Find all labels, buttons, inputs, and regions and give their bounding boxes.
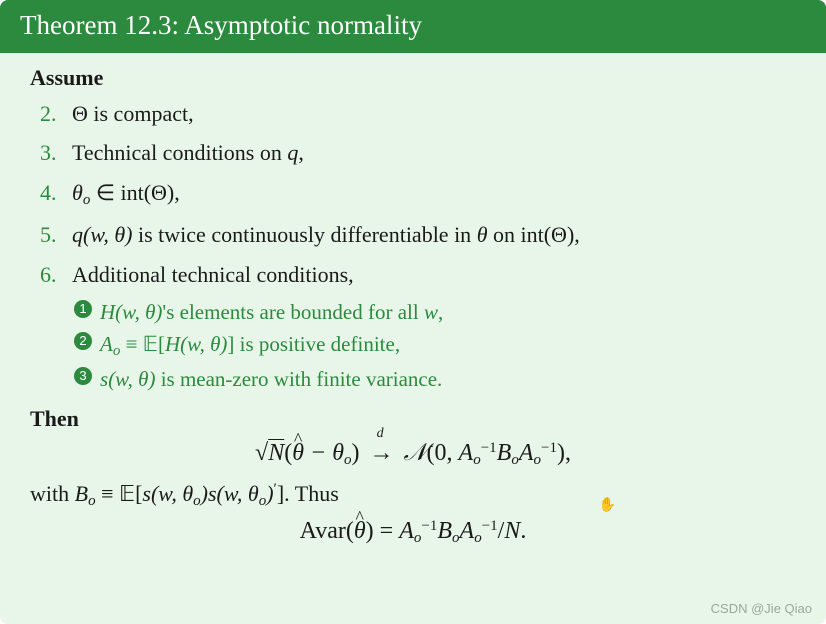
then-label: Then bbox=[30, 404, 796, 434]
theorem-body: Assume Θ is compact, Technical condition… bbox=[0, 53, 826, 566]
theorem-title: Theorem 12.3: Asymptotic normality bbox=[20, 10, 422, 40]
item-2: Θ is compact, bbox=[72, 99, 796, 129]
assumption-list: Θ is compact, Technical conditions on q,… bbox=[30, 99, 796, 394]
equation-2: Avar(θ) = Ao−1BoAo−1/N. bbox=[30, 515, 796, 548]
sub-2: Ao ≡ 𝔼[H(w, θ)] is positive definite, bbox=[100, 330, 796, 361]
sub-3: s(w, θ) is mean-zero with finite varianc… bbox=[100, 365, 796, 393]
assume-label: Assume bbox=[30, 63, 796, 93]
sub-1: H(w, θ)'s elements are bounded for all w… bbox=[100, 298, 796, 326]
item-6: Additional technical conditions, H(w, θ)… bbox=[72, 260, 796, 394]
equation-1: √N(θ − θo) d→ 𝒩(0, Ao−1BoAo−1), bbox=[30, 437, 796, 470]
theorem-header: Theorem 12.3: Asymptotic normality bbox=[0, 0, 826, 53]
cursor-icon: ✋ bbox=[599, 497, 616, 514]
item-3: Technical conditions on q, bbox=[72, 138, 796, 168]
item-4: θo ∈ int(Θ), bbox=[72, 178, 796, 210]
item-5: q(w, θ) is twice continuously differenti… bbox=[72, 220, 796, 250]
with-line: with Bo ≡ 𝔼[s(w, θo)s(w, θo)′]. Thus bbox=[30, 479, 796, 511]
theorem-box: Theorem 12.3: Asymptotic normality Assum… bbox=[0, 0, 826, 624]
watermark: CSDN @Jie Qiao bbox=[711, 601, 812, 616]
sub-list: H(w, θ)'s elements are bounded for all w… bbox=[72, 298, 796, 394]
